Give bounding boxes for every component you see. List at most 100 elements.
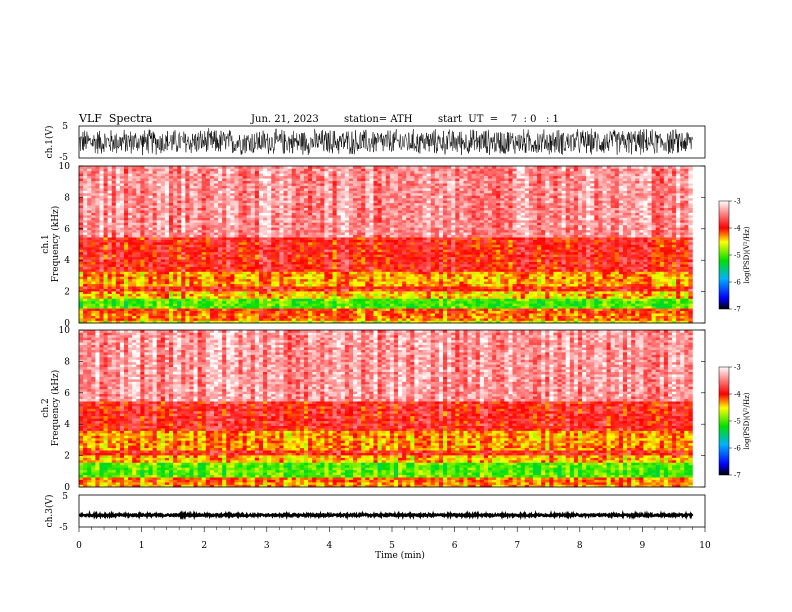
ch1-spec-cell [91,269,96,272]
ch1-spec-cell [483,256,489,260]
ch1-spec-cell [119,244,125,248]
ch1-spec-cell [91,308,96,312]
ch1-spec-cell [414,291,419,294]
ch1-spec-cell [254,308,260,312]
ch1-spec-cell [173,273,178,277]
ch1-spec-cell [357,288,362,292]
ch1-spec-cell [459,271,464,275]
ch1-spec-cell [344,269,350,272]
ch1-spec-cell [119,286,125,289]
ch1-spec-cell [643,242,648,245]
ch1-spec-cell [279,242,284,245]
ch1-spec-cell [258,249,264,253]
ch1-spec-cell [87,288,92,292]
ch1-spec-cell [173,318,178,321]
ch1-spec-cell [483,308,489,312]
ch1-spec-cell [312,276,317,280]
ch1-spec-cell [524,308,530,312]
ch1-spec-cell [99,259,104,262]
ch1-spec-cell [254,276,260,280]
ch1-spec-cell [218,266,223,270]
ch1-spec-cell [385,271,391,275]
ch1-spec-cell [160,298,166,302]
ch1-spec-cell [230,298,235,302]
ch1-spec-cell [631,261,636,265]
ch1-spec-cell [635,254,640,258]
ch1-spec-cell [353,310,358,314]
ch1-spec-cell [291,283,297,287]
ch1-spec-cell [238,291,243,294]
ch1-spec-cell [324,276,329,280]
ch1-spec-cell [659,242,665,245]
ch1-spec-cell [258,291,264,294]
ch1-spec-cell [541,264,546,267]
ch1-spec-cell [320,315,325,319]
ch1-spec-cell [271,249,276,253]
ch1-spec-cell [672,278,677,282]
ch1-spec-cell [123,283,129,287]
ch1-spec-cell [467,261,472,265]
ch1-spec-cell [173,286,178,289]
ch1-spec-cell [246,318,252,321]
ch1-spec-cell [267,291,272,294]
ch1-spec-cell [348,242,354,245]
ch1-spec-cell [128,246,133,250]
ch1-spec-cell [496,310,501,314]
ch1-spec-cell [655,318,661,321]
ch1-spec-cell [201,251,207,255]
ch1-spec-cell [336,254,342,258]
ch1-spec-cell [467,315,472,319]
ch1-spec-cell [287,303,292,307]
ch1-spec-cell [173,269,178,272]
ch1-spec-cell [320,244,325,248]
ch1-spec-cell [140,246,145,250]
ch1-spec-cell [365,249,370,253]
ch1-spec-cell [267,296,272,299]
ch1-spec-cell [123,256,129,260]
ch1-spec-cell [164,296,170,299]
ch1-spec-cell [655,266,661,270]
ch1-spec-cell [586,308,591,312]
ch1-spec-cell [438,300,444,304]
ch1-spec-cell [250,300,256,304]
ch1-spec-cell [610,254,616,258]
ch1-spec-cell [434,254,440,258]
ch1-spec-cell [614,249,620,253]
ch1-spec-cell [508,249,513,253]
ch1-spec-cell [99,254,104,258]
ch1-spec-cell [308,308,313,312]
ch1-spec-cell [447,251,452,255]
ch1-spec-cell [316,278,321,282]
ch1-spec-cell [246,303,252,307]
ch1-spec-cell [246,286,252,289]
ch1-spec-cell [119,318,125,321]
ch1-spec-cell [250,318,256,321]
ch1-spec-cell [213,298,219,302]
ch1-spec-cell [381,269,387,272]
ch1-spec-cell [119,249,125,253]
ch1-spec-cell [115,254,121,258]
ch1-spec-cell [434,261,440,265]
ch1-spec-cell [336,271,342,275]
ch1-spec-cell [140,259,145,262]
ch1-spec-cell [610,298,616,302]
ch1-spec-cell [263,313,268,316]
ch1-spec-cell [173,308,178,312]
ch1-spec-cell [557,313,562,316]
ch1-spec-cell [271,286,276,289]
ch1-spec-cell [328,242,333,245]
ch1-spec-cell [680,242,685,245]
ch1-spec-cell [123,244,129,248]
ch1-spec-cell [222,296,227,299]
ch1-spec-cell [475,288,481,292]
ch1-spec-cell [426,288,432,292]
ch1-spec-cell [83,298,88,302]
ch1-spec-cell [132,251,137,255]
ch1-spec-cell [332,281,337,285]
ch1-spec-cell [209,251,215,255]
ch1-spec-cell [459,296,464,299]
ch1-spec-cell [406,242,411,245]
ch1-spec-cell [287,244,292,248]
ch1-spec-cell [606,273,611,277]
ch1-spec-cell [205,310,211,314]
